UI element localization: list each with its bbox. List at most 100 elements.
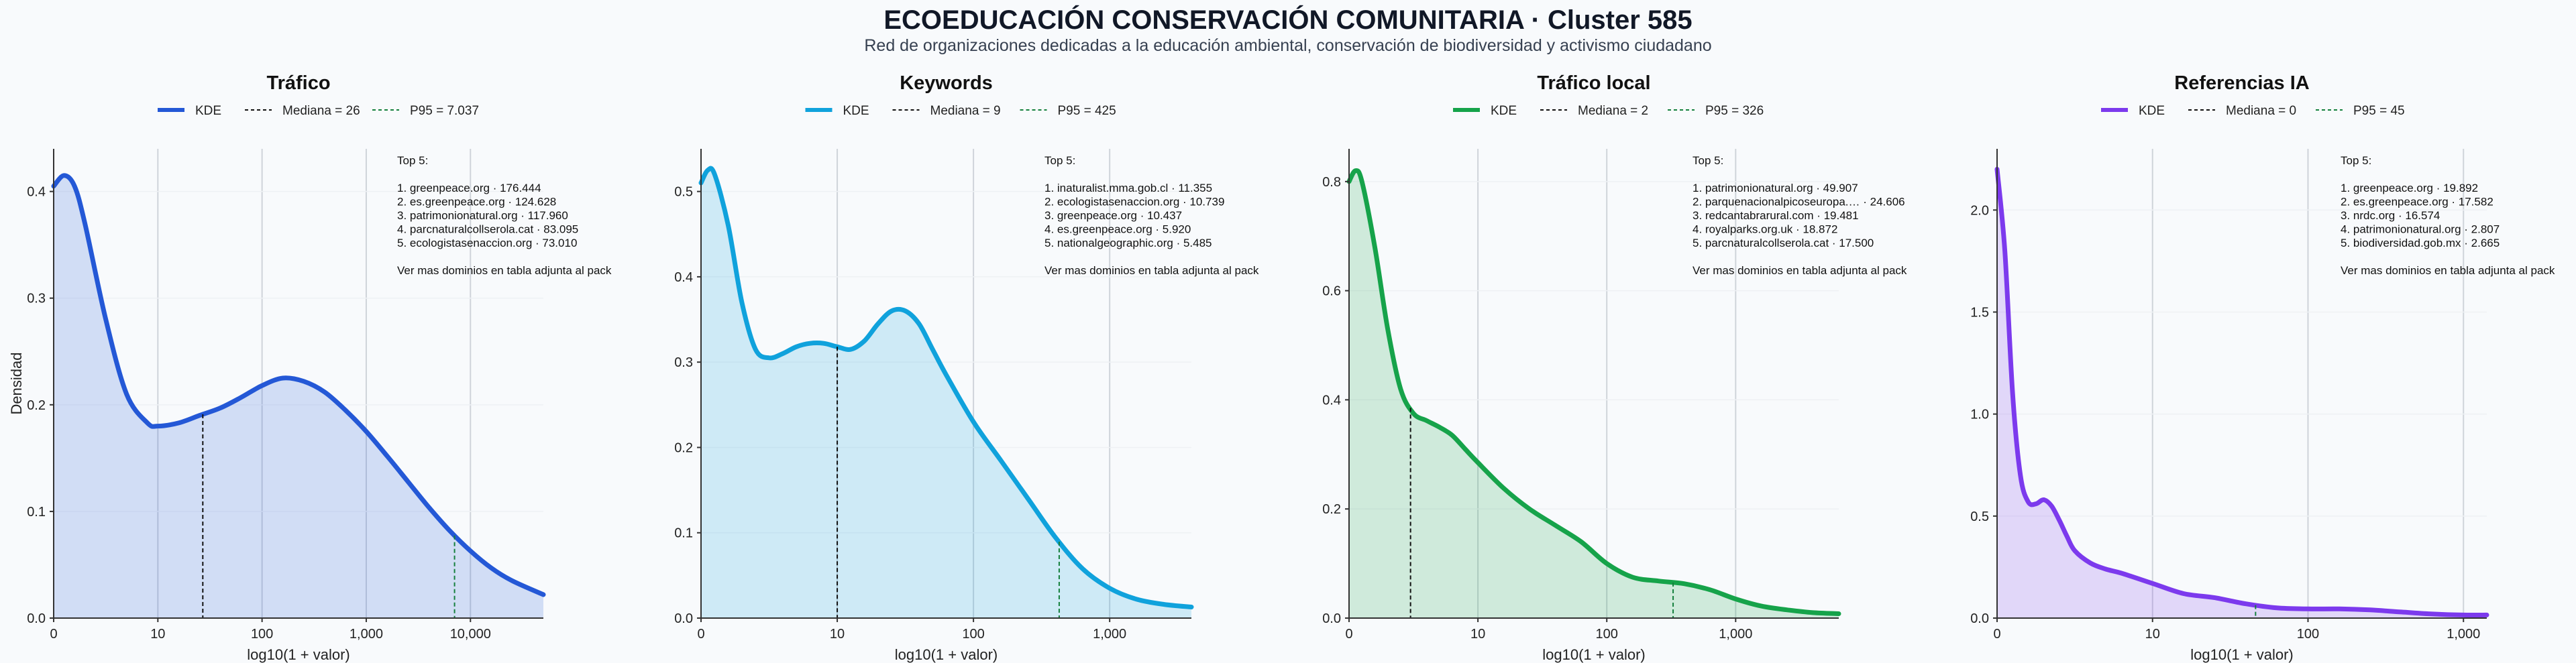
top5-line: 2. es.greenpeace.org · 124.628 (397, 196, 556, 208)
panel-keywords: Keywords KDE Mediana = 9 P95 = 425 0.0 0.1 0.2… (674, 72, 1259, 663)
x-tick-label: 10 (150, 627, 165, 642)
top5-line: 1. greenpeace.org · 19.892 (2341, 182, 2478, 194)
legend-p95-label: P95 = 425 (1058, 104, 1116, 118)
kde-area (1997, 169, 2487, 618)
top5-line: 5. ecologistasenaccion.org · 73.010 (397, 237, 577, 249)
top5-heading: Top 5: (397, 154, 428, 167)
legend-median-label: Mediana = 0 (2226, 104, 2296, 118)
kde-line (51, 173, 546, 597)
legend-kde-label: KDE (1491, 104, 1517, 118)
top5-line: 3. patrimonionatural.org · 117.960 (397, 209, 568, 222)
kde-area (54, 175, 543, 618)
x-tick-label: 10 (1470, 627, 1485, 642)
x-axis-label: log10(1 + valor) (247, 646, 350, 663)
page-subtitle: Red de organizaciones dedicadas a la edu… (864, 36, 1712, 55)
top5-line: 2. es.greenpeace.org · 17.582 (2341, 196, 2493, 208)
legend-median-label: Mediana = 2 (1578, 104, 1648, 118)
top5-line: 5. nationalgeographic.org · 5.485 (1044, 237, 1212, 249)
kde-line (698, 166, 1194, 609)
top5-line: 4. patrimonionatural.org · 2.807 (2341, 223, 2500, 236)
legend-kde-label: KDE (195, 104, 221, 118)
x-tick-label: 1,000 (1093, 627, 1126, 642)
x-tick-label: 0 (50, 627, 57, 642)
kde-line (1994, 166, 2489, 618)
kde-area (1349, 170, 1839, 619)
y-tick-label: 0.0 (674, 611, 693, 626)
page-title: ECOEDUCACIÓN CONSERVACIÓN COMUNITARIA · … (883, 5, 1693, 35)
x-tick-label: 0 (1345, 627, 1352, 642)
y-tick-label: 0.1 (674, 526, 693, 541)
top5-line: 3. redcantabrarural.com · 19.481 (1693, 209, 1859, 222)
y-tick-label: 0.0 (1970, 611, 1989, 626)
top5-heading: Top 5: (1693, 154, 1723, 167)
x-tick-label: 0 (1993, 627, 2000, 642)
x-axis-label: log10(1 + valor) (2190, 646, 2293, 663)
top5-line: 3. nrdc.org · 16.574 (2341, 209, 2440, 222)
x-tick-label: 100 (962, 627, 984, 642)
legend-p95-label: P95 = 45 (2353, 104, 2405, 118)
y-tick-label: 0.0 (1322, 611, 1341, 626)
x-tick-label: 10 (2145, 627, 2160, 642)
top5-line: 5. biodiversidad.gob.mx · 2.665 (2341, 237, 2500, 249)
legend-kde-label: KDE (843, 104, 869, 118)
y-tick-label: 0.3 (674, 355, 693, 370)
top5-line: 1. greenpeace.org · 176.444 (397, 182, 541, 194)
panel-title: Tráfico (266, 72, 330, 94)
x-tick-label: 10,000 (450, 627, 491, 642)
y-tick-label: 0.5 (1970, 509, 1989, 524)
top5-line: Ver mas dominios en tabla adjunta al pac… (1693, 264, 1907, 277)
panel-trafico: Tráfico KDE Mediana = 26 P95 = 7.037 0.0 0.1 0… (8, 72, 612, 663)
y-tick-label: 1.0 (1970, 408, 1989, 422)
panel-title: Keywords (900, 72, 993, 94)
y-tick-label: 0.2 (27, 398, 46, 413)
y-tick-label: 0.8 (1322, 175, 1341, 190)
x-tick-label: 100 (251, 627, 273, 642)
y-tick-label: 0.1 (27, 505, 46, 520)
top5-line: 5. parcnaturalcollserola.cat · 17.500 (1693, 237, 1874, 249)
legend-kde-label: KDE (2139, 104, 2165, 118)
kde-area (701, 168, 1191, 618)
panel-trafico-local: Tráfico local KDE Mediana = 2 P95 = 326 0.0 0… (1322, 72, 1907, 663)
top5-line: 3. greenpeace.org · 10.437 (1044, 209, 1182, 222)
x-tick-label: 1,000 (1719, 627, 1752, 642)
y-tick-label: 0.6 (1322, 284, 1341, 299)
legend-median-label: Mediana = 26 (282, 104, 360, 118)
top5-line: 1. inaturalist.mma.gob.cl · 11.355 (1044, 182, 1212, 194)
top5-line: Ver mas dominios en tabla adjunta al pac… (1044, 264, 1259, 277)
y-tick-label: 0.2 (1322, 502, 1341, 517)
y-tick-label: 0.3 (27, 292, 46, 306)
top5-line: 4. royalparks.org.uk · 18.872 (1693, 223, 1837, 236)
x-tick-label: 0 (697, 627, 704, 642)
panel-title: Referencias IA (2174, 72, 2310, 94)
y-tick-label: 0.2 (674, 440, 693, 455)
top5-line: 2. parquenacionalpicoseuropa.… · 24.606 (1693, 196, 1905, 208)
y-tick-label: 0.4 (1322, 393, 1341, 408)
y-tick-label: 0.4 (27, 185, 46, 200)
x-tick-label: 100 (2297, 627, 2319, 642)
legend-p95-label: P95 = 326 (1705, 104, 1764, 118)
top5-heading: Top 5: (2341, 154, 2371, 167)
top5-line: 1. patrimonionatural.org · 49.907 (1693, 182, 1858, 194)
y-tick-label: 1.5 (1970, 305, 1989, 320)
top5-line: 2. ecologistasenaccion.org · 10.739 (1044, 196, 1224, 208)
legend-p95-label: P95 = 7.037 (410, 104, 479, 118)
x-tick-label: 1,000 (350, 627, 383, 642)
y-tick-label: 2.0 (1970, 203, 1989, 218)
x-tick-label: 10 (830, 627, 845, 642)
top5-heading: Top 5: (1044, 154, 1075, 167)
x-axis-label: log10(1 + valor) (1542, 646, 1645, 663)
top5-line: Ver mas dominios en tabla adjunta al pac… (397, 264, 612, 277)
y-axis-label: Densidad (8, 353, 25, 415)
top5-line: 4. es.greenpeace.org · 5.920 (1044, 223, 1191, 236)
panel-referencias-ia: Referencias IA KDE Mediana = 0 P95 = 45 0.0 0… (1970, 72, 2555, 663)
x-tick-label: 100 (1596, 627, 1618, 642)
kde-line (1346, 168, 1841, 616)
y-tick-label: 0.4 (674, 270, 693, 285)
top5-line: Ver mas dominios en tabla adjunta al pac… (2341, 264, 2555, 277)
x-axis-label: log10(1 + valor) (895, 646, 998, 663)
y-tick-label: 0.0 (27, 611, 46, 626)
y-tick-label: 0.5 (674, 185, 693, 200)
legend-median-label: Mediana = 9 (930, 104, 1001, 118)
panel-title: Tráfico local (1537, 72, 1650, 94)
